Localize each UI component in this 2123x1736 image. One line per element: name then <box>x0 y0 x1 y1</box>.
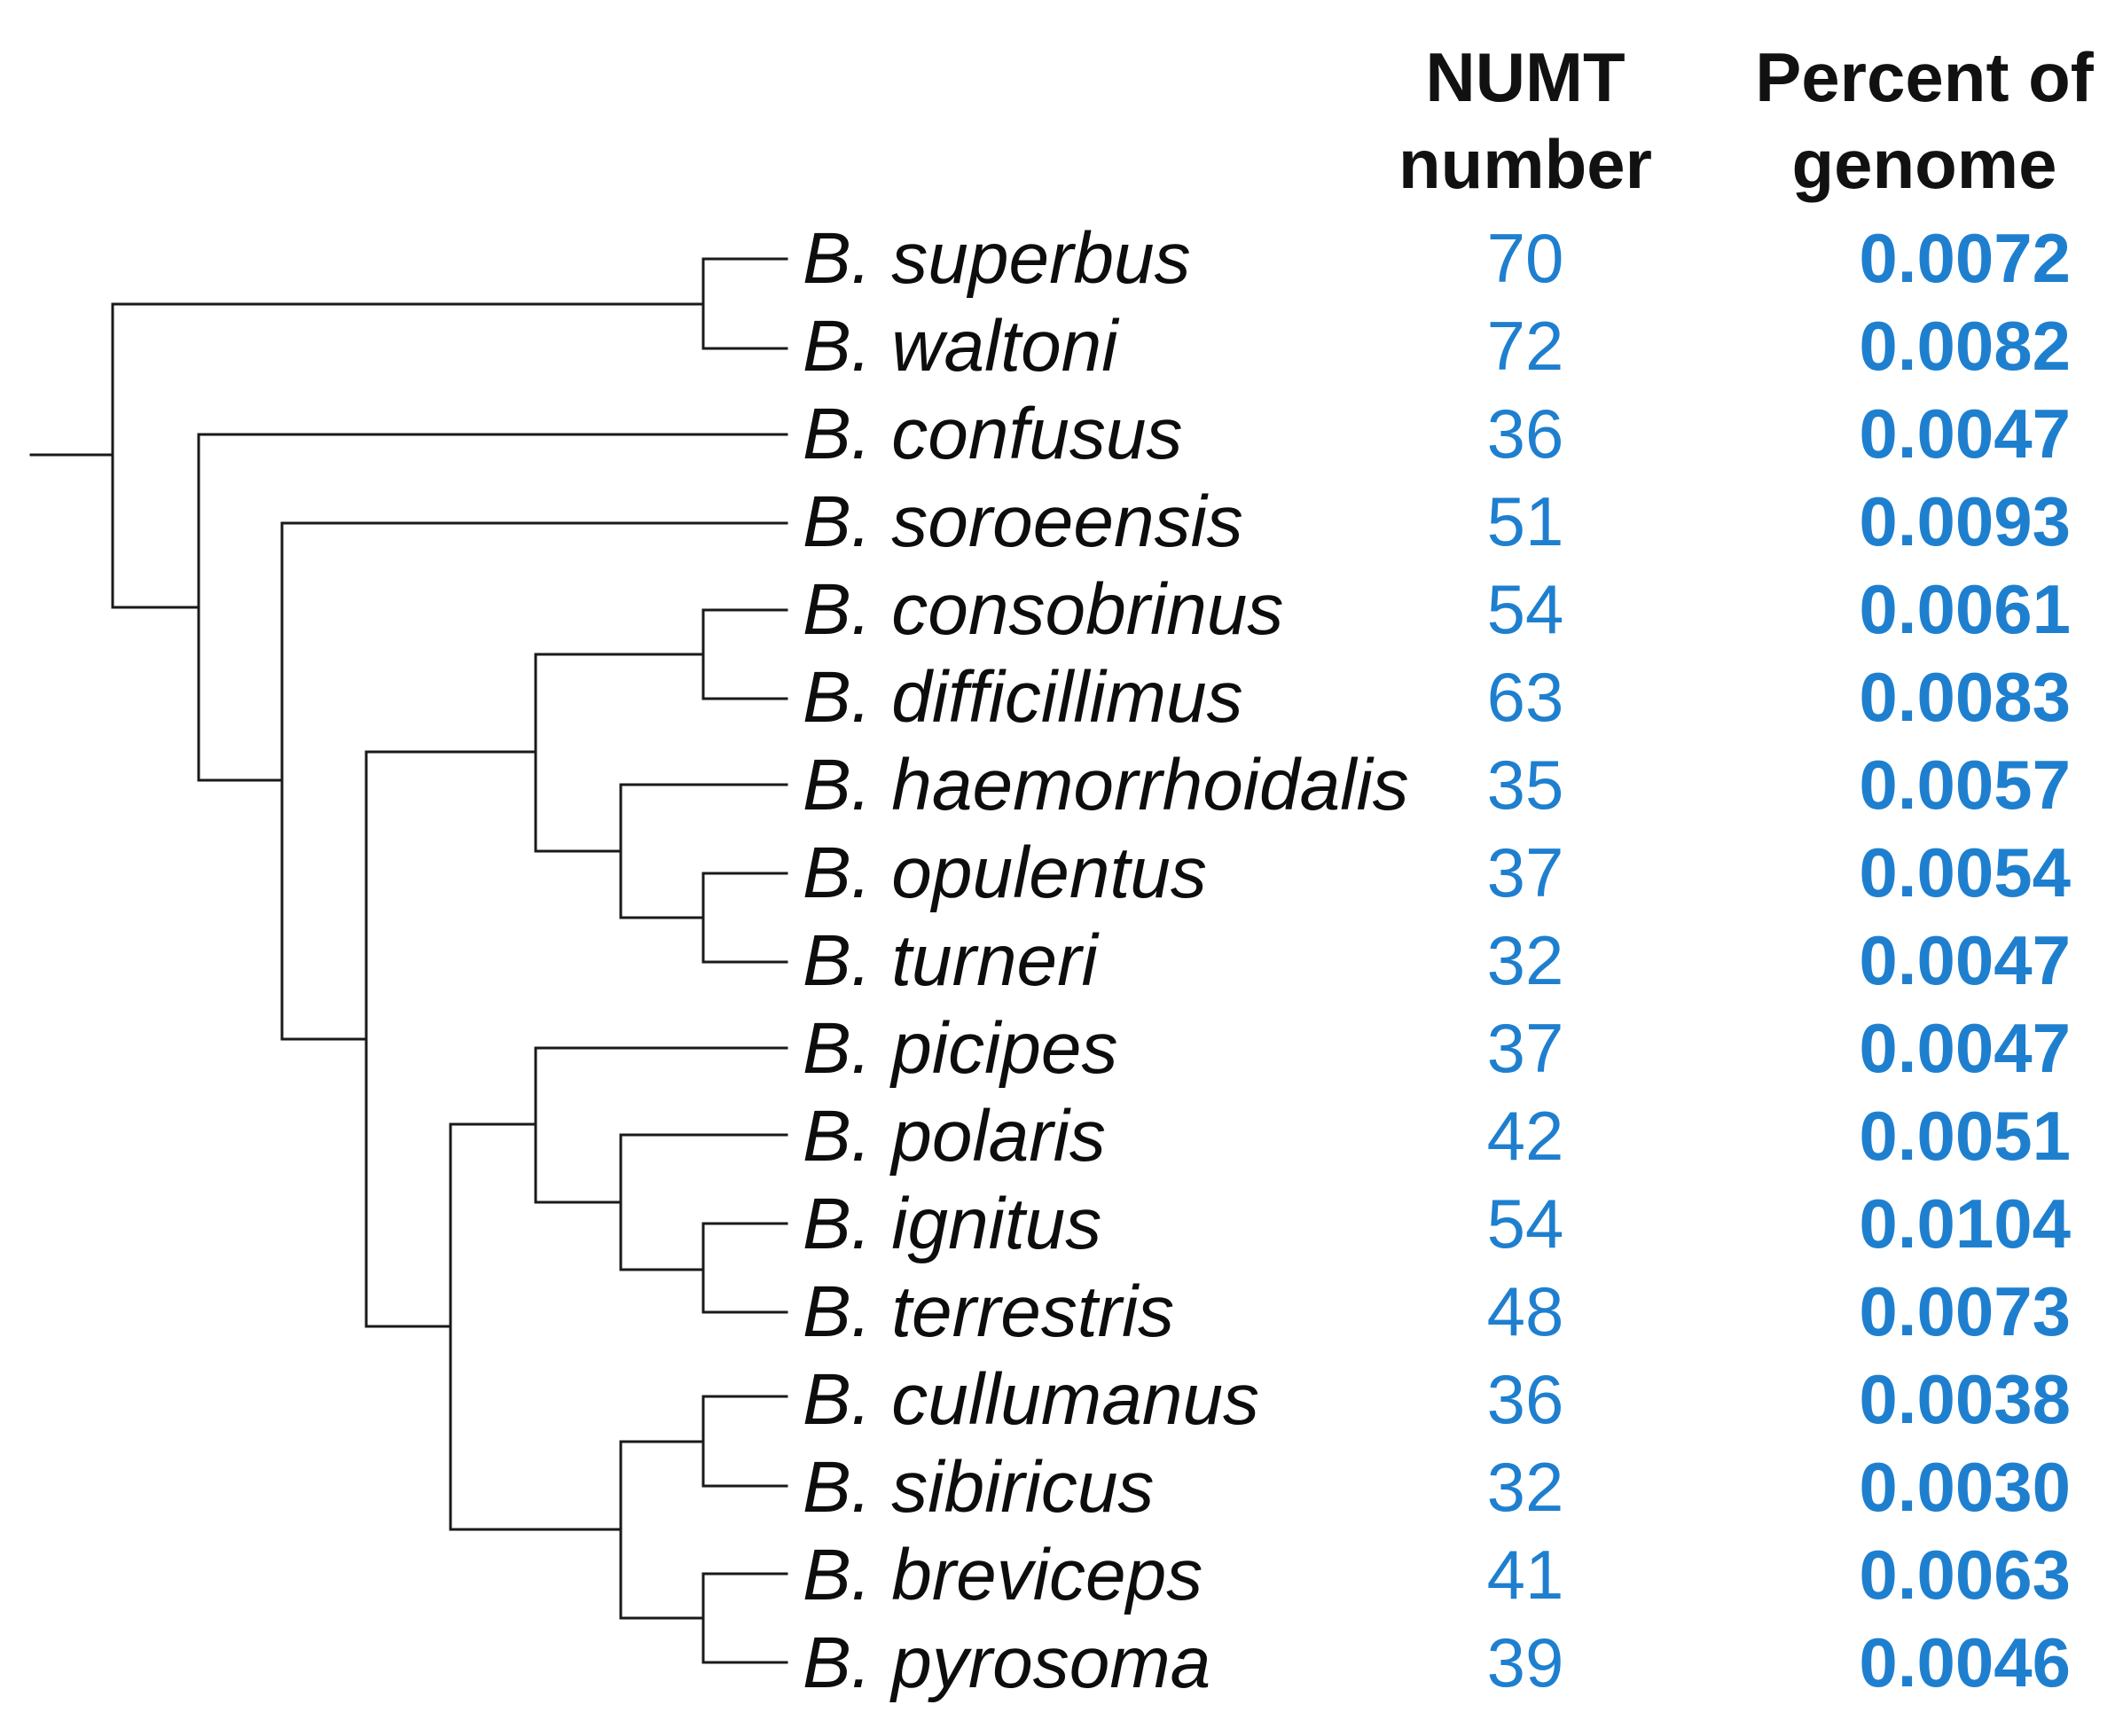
numt-number-value: 63 <box>1486 658 1564 736</box>
table-row: B. soroeensis 51 0.0093 <box>0 478 2123 566</box>
percent-of-genome-value: 0.0104 <box>1859 1185 2071 1263</box>
table-row: B. difficillimus 63 0.0083 <box>0 653 2123 741</box>
species-name: B. difficillimus <box>803 657 1243 738</box>
numt-number-value: 42 <box>1486 1097 1564 1175</box>
species-name: B. opulentus <box>803 833 1207 913</box>
species-name: B. terrestris <box>803 1271 1175 1352</box>
percent-of-genome-value: 0.0047 <box>1859 395 2071 473</box>
percent-of-genome-value: 0.0093 <box>1859 482 2071 560</box>
table-row: B. waltoni 72 0.0082 <box>0 302 2123 390</box>
species-name: B. pyrosoma <box>803 1623 1211 1703</box>
species-name: B. waltoni <box>803 306 1118 387</box>
percent-of-genome-value: 0.0083 <box>1859 658 2071 736</box>
percent-of-genome-value: 0.0073 <box>1859 1272 2071 1350</box>
numt-number-value: 51 <box>1486 482 1564 560</box>
numt-number-value: 37 <box>1486 1009 1564 1087</box>
species-name: B. superbus <box>803 218 1191 299</box>
table-row: B. superbus 70 0.0072 <box>0 215 2123 302</box>
numt-number-value: 54 <box>1486 570 1564 648</box>
numt-number-value: 36 <box>1486 395 1564 473</box>
species-name: B. confusus <box>803 394 1183 474</box>
numt-number-value: 32 <box>1486 921 1564 999</box>
percent-of-genome-value: 0.0061 <box>1859 570 2071 648</box>
percent-of-genome-value: 0.0082 <box>1859 307 2071 385</box>
percent-of-genome-value: 0.0030 <box>1859 1448 2071 1526</box>
table-row: B. breviceps 41 0.0063 <box>0 1531 2123 1619</box>
numt-header-line2: number <box>1398 125 1653 203</box>
percent-of-genome-value: 0.0047 <box>1859 921 2071 999</box>
species-name: B. ignitus <box>803 1184 1102 1264</box>
species-name: B. breviceps <box>803 1535 1203 1615</box>
species-name: B. cullumanus <box>803 1359 1260 1440</box>
numt-number-header: NUMT number <box>1383 34 1667 207</box>
percent-of-genome-value: 0.0057 <box>1859 746 2071 824</box>
species-name: B. consobrinus <box>803 569 1284 650</box>
species-name: B. sibiricus <box>803 1447 1155 1528</box>
percent-of-genome-value: 0.0046 <box>1859 1623 2071 1701</box>
table-row: B. ignitus 54 0.0104 <box>0 1180 2123 1268</box>
numt-number-value: 36 <box>1486 1360 1564 1438</box>
numt-number-value: 48 <box>1486 1272 1564 1350</box>
numt-number-value: 39 <box>1486 1623 1564 1701</box>
table-row: B. polaris 42 0.0051 <box>0 1092 2123 1180</box>
percent-of-genome-value: 0.0072 <box>1859 219 2071 297</box>
numt-number-value: 70 <box>1486 219 1564 297</box>
numt-number-value: 72 <box>1486 307 1564 385</box>
species-name: B. picipes <box>803 1008 1118 1089</box>
numt-number-value: 41 <box>1486 1536 1564 1614</box>
numt-number-value: 37 <box>1486 833 1564 911</box>
numt-number-value: 35 <box>1486 746 1564 824</box>
species-name: B. soroeensis <box>803 481 1243 562</box>
percent-of-genome-header: Percent of genome <box>1738 34 2111 207</box>
species-name: B. haemorrhoidalis <box>803 745 1409 825</box>
percent-of-genome-value: 0.0051 <box>1859 1097 2071 1175</box>
numt-header-line1: NUMT <box>1425 38 1626 116</box>
table-row: B. confusus 36 0.0047 <box>0 390 2123 478</box>
numt-number-value: 54 <box>1486 1185 1564 1263</box>
table-row: B. terrestris 48 0.0073 <box>0 1268 2123 1356</box>
species-name: B. polaris <box>803 1096 1106 1177</box>
table-row: B. cullumanus 36 0.0038 <box>0 1356 2123 1443</box>
table-row: B. sibiricus 32 0.0030 <box>0 1443 2123 1531</box>
percent-of-genome-value: 0.0047 <box>1859 1009 2071 1087</box>
table-row: B. turneri 32 0.0047 <box>0 917 2123 1005</box>
percent-of-genome-value: 0.0054 <box>1859 833 2071 911</box>
numt-number-value: 32 <box>1486 1448 1564 1526</box>
percent-header-line1: Percent of <box>1755 38 2094 116</box>
percent-of-genome-value: 0.0038 <box>1859 1360 2071 1438</box>
table-row: B. pyrosoma 39 0.0046 <box>0 1619 2123 1707</box>
percent-of-genome-value: 0.0063 <box>1859 1536 2071 1614</box>
table-row: B. picipes 37 0.0047 <box>0 1005 2123 1092</box>
table-row: B. opulentus 37 0.0054 <box>0 829 2123 917</box>
table-row: B. consobrinus 54 0.0061 <box>0 566 2123 653</box>
tree-branches <box>29 257 788 1664</box>
percent-header-line2: genome <box>1791 125 2057 203</box>
table-row: B. haemorrhoidalis 35 0.0057 <box>0 741 2123 829</box>
species-name: B. turneri <box>803 920 1098 1001</box>
